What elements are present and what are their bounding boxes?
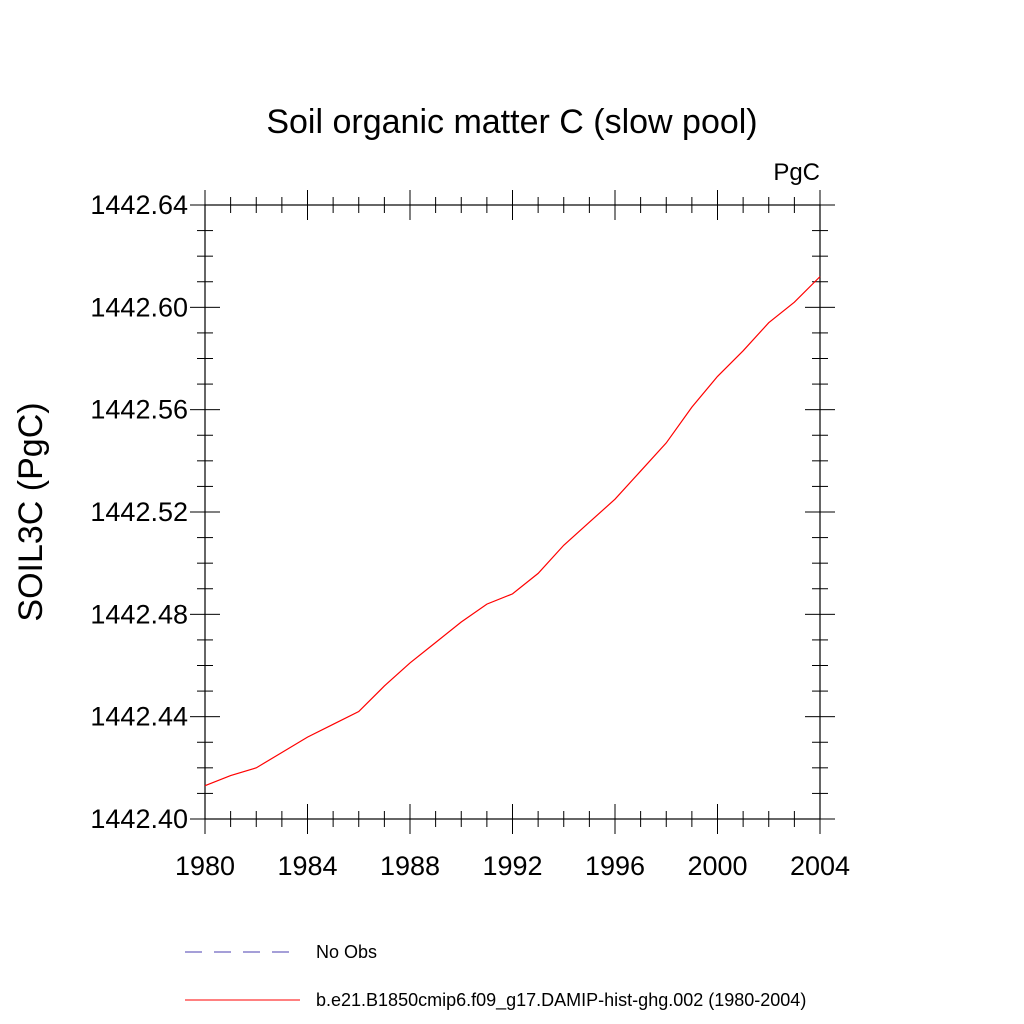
x-tick-label: 2004	[790, 851, 850, 881]
y-axis-label: SOIL3C (PgC)	[12, 402, 50, 621]
y-tick-label: 1442.64	[90, 190, 188, 220]
x-tick-label: 1996	[585, 851, 645, 881]
x-tick-label: 1988	[380, 851, 440, 881]
legend-item: b.e21.B1850cmip6.f09_g17.DAMIP-hist-ghg.…	[185, 990, 806, 1011]
x-tick-label: 1980	[175, 851, 235, 881]
axis-ticks	[190, 190, 835, 834]
tick-labels: 1980 1984 1988 1992 1996 2000 2004 1442.40 1442.…	[90, 190, 850, 881]
series-layer	[204, 276, 821, 787]
chart-title: Soil organic matter C (slow pool)	[266, 103, 757, 141]
y-tick-label: 1442.56	[90, 395, 188, 425]
y-tick-label: 1442.40	[90, 804, 188, 834]
y-tick-label: 1442.52	[90, 497, 188, 527]
legend-label: b.e21.B1850cmip6.f09_g17.DAMIP-hist-ghg.…	[316, 990, 806, 1011]
x-tick-label: 1984	[277, 851, 337, 881]
legend-item: No Obs	[185, 942, 377, 962]
legend-label: No Obs	[316, 942, 377, 962]
plot-frame	[204, 204, 821, 820]
y-tick-label: 1442.44	[90, 702, 188, 732]
x-tick-label: 2000	[687, 851, 747, 881]
y-tick-label: 1442.48	[90, 599, 188, 629]
units-label: PgC	[773, 159, 820, 186]
y-tick-label: 1442.60	[90, 292, 188, 322]
series-line	[204, 276, 821, 787]
legend: No Obs b.e21.B1850cmip6.f09_g17.DAMIP-his…	[185, 942, 806, 1011]
x-tick-label: 1992	[482, 851, 542, 881]
